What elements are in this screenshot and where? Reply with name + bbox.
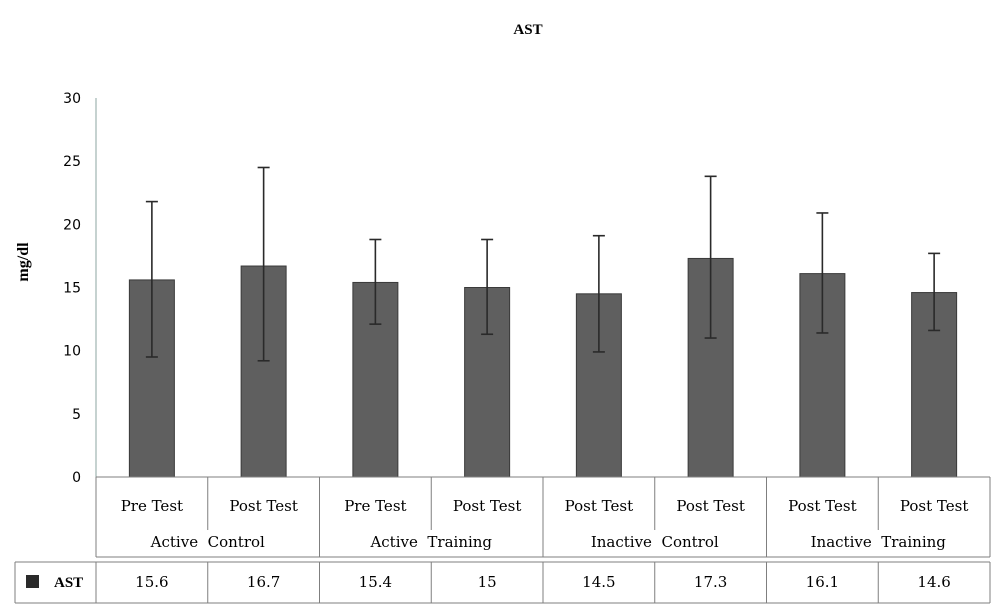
y-tick-label: 5 xyxy=(72,407,81,423)
bars-layer xyxy=(128,257,958,478)
group-label: Inactive Control xyxy=(591,533,719,551)
group-label: Active Control xyxy=(150,533,265,551)
data-label: 14.6 xyxy=(917,573,950,591)
data-label: 15 xyxy=(478,573,497,591)
x-tick-label: Post Test xyxy=(565,497,633,515)
y-tick-label: 0 xyxy=(72,470,81,486)
y-axis-label: mg/dl xyxy=(15,242,32,282)
chart-title: AST xyxy=(513,22,542,38)
x-tick-label: Pre Test xyxy=(121,497,183,515)
y-tick-label: 30 xyxy=(63,91,81,107)
data-table: Pre Test Post Test Pre Test Post Test Post T… xyxy=(14,476,991,604)
data-label: 16.7 xyxy=(247,573,280,591)
data-label: 16.1 xyxy=(806,573,839,591)
legend-label: AST xyxy=(54,575,83,591)
group-label: Active Training xyxy=(369,533,492,551)
x-tick-label: Post Test xyxy=(229,497,297,515)
legend-swatch xyxy=(26,575,39,588)
legend: AST xyxy=(26,575,83,591)
error-bars-layer xyxy=(145,166,941,362)
x-tick-label: Post Test xyxy=(900,497,968,515)
y-tick-label: 10 xyxy=(63,344,81,360)
data-label: 14.5 xyxy=(582,573,615,591)
x-tick-label: Post Test xyxy=(453,497,521,515)
x-tick-label: Post Test xyxy=(676,497,744,515)
x-tick-label: Post Test xyxy=(788,497,856,515)
y-tick-label: 20 xyxy=(63,217,81,233)
data-label: 15.4 xyxy=(359,573,392,591)
y-tick-label: 25 xyxy=(63,154,81,170)
x-tick-label: Pre Test xyxy=(344,497,406,515)
data-label: 15.6 xyxy=(135,573,168,591)
data-label: 17.3 xyxy=(694,573,727,591)
y-axis-ticks: 0 5 10 15 20 25 30 xyxy=(63,91,81,486)
group-label: Inactive Training xyxy=(811,533,947,551)
y-tick-label: 15 xyxy=(63,281,81,297)
